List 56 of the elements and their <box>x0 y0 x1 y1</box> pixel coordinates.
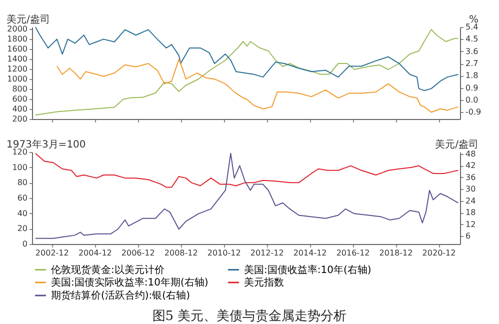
y2-tick-label: 2.7 <box>466 59 478 68</box>
line-series <box>34 152 459 239</box>
y-tick-label: 1000 <box>7 74 28 84</box>
line-series <box>34 26 459 92</box>
y-tick-label: 200 <box>12 114 28 124</box>
y-tick-label: 1400 <box>7 54 28 64</box>
y-tick-label: 60 <box>17 194 28 202</box>
y2-tick-label: 18 <box>466 208 476 218</box>
x-tick-label: 2014-12 <box>293 248 327 258</box>
y2-tick-label: 48 <box>466 149 476 158</box>
legend-label: 美元指数 <box>244 276 284 288</box>
y-tick-label: 1600 <box>7 44 28 54</box>
y-tick-label: 120 <box>12 148 28 156</box>
y-tick-label: 600 <box>12 94 28 104</box>
y-tick-label: 100 <box>12 162 28 172</box>
x-tick-label: 2010-12 <box>207 248 241 258</box>
y2-tick-label: 6 <box>466 232 471 241</box>
x-tick-label: 2020-12 <box>422 248 456 258</box>
y-tick-label: 1200 <box>7 64 28 74</box>
y-tick-label: 80 <box>17 178 28 188</box>
y2-axis-title: 美元/盎司 <box>435 138 478 150</box>
line-series <box>34 29 459 116</box>
y-tick-label: 400 <box>12 104 28 114</box>
x-tick-label: 2018-12 <box>379 248 413 258</box>
y-tick-label: 800 <box>12 84 28 94</box>
legend-label: 期货结算价(活跃合约):银(右轴) <box>51 290 190 302</box>
y-tick-label: 40 <box>17 208 28 218</box>
y-tick-label: 2000 <box>7 24 28 34</box>
x-tick-label: 2004-12 <box>78 248 112 258</box>
y2-tick-label: 0.0 <box>466 96 478 105</box>
line-series <box>56 58 459 113</box>
caption: 图5 美元、美债与贵金属走势分析 <box>151 308 348 324</box>
y2-tick-label: 5.4 <box>466 22 478 32</box>
y2-tick-label: 36 <box>466 172 476 182</box>
y-tick-label: 1800 <box>7 34 28 44</box>
x-tick-label: 2006-12 <box>121 248 155 258</box>
y2-tick-label: 1.8 <box>466 71 478 80</box>
y-tick-label: 0 <box>22 240 28 248</box>
legend-label: 美国:国债实际收益率:10年期(右轴) <box>51 276 208 288</box>
y2-tick-label: 24 <box>466 196 476 206</box>
line-series <box>34 153 459 188</box>
y2-tick-label: 30 <box>466 184 476 194</box>
x-tick-label: 2002-12 <box>35 248 69 258</box>
y2-tick-label: 0.9 <box>466 83 478 92</box>
x-tick-label: 2016-12 <box>336 248 370 258</box>
legend-label: 伦敦现货黄金:以美元计价 <box>51 264 164 276</box>
y2-tick-label: 4.5 <box>466 34 478 44</box>
x-tick-label: 2012-12 <box>250 248 284 258</box>
y2-tick-label: -0.9 <box>466 108 482 117</box>
y2-tick-label: 12 <box>466 220 476 229</box>
y2-tick-label: 42 <box>466 161 476 170</box>
y-tick-label: 20 <box>17 224 28 234</box>
y2-tick-label: 3.6 <box>466 46 478 56</box>
x-tick-label: 2008-12 <box>164 248 198 258</box>
y-axis-title: 美元/盎司 <box>6 14 50 26</box>
legend-label: 美国:国债收益率:10年(右轴) <box>244 264 372 276</box>
